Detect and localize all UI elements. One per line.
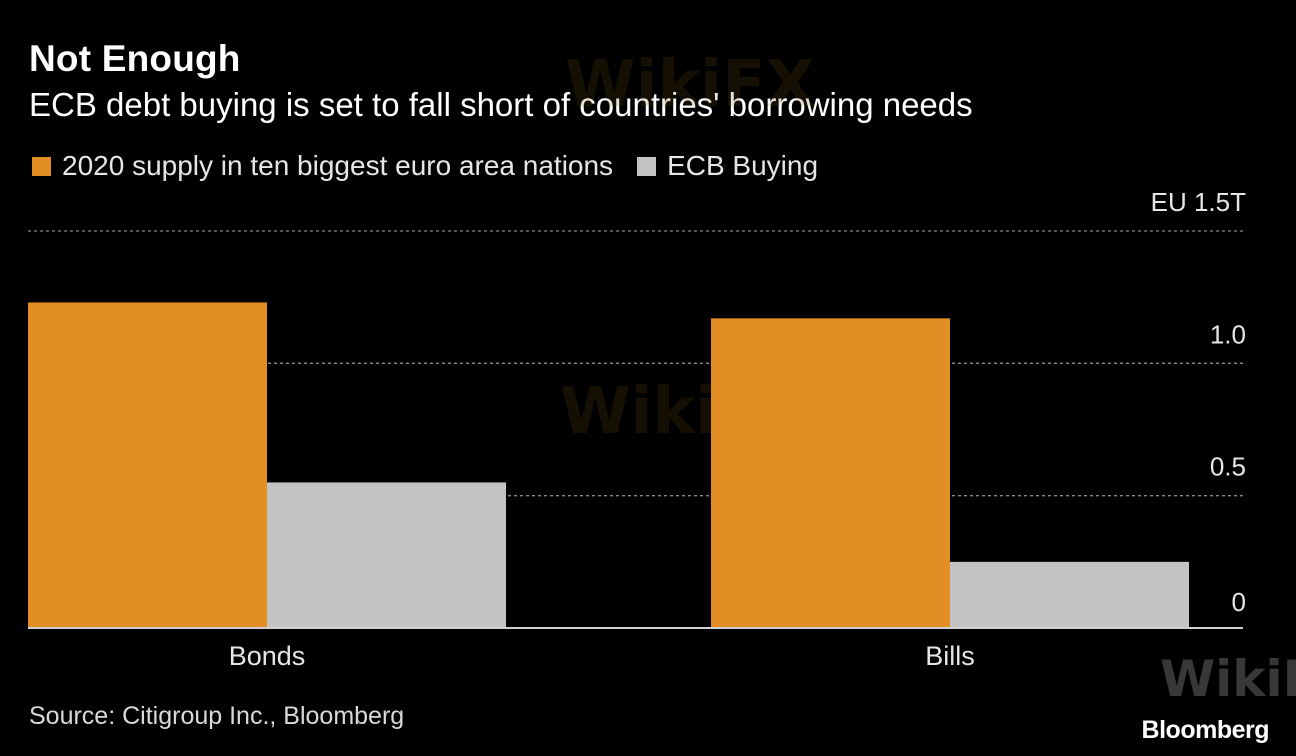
legend-item-supply: 2020 supply in ten biggest euro area nat… <box>32 150 613 182</box>
bar-ecb-bills <box>950 561 1189 628</box>
bar-supply-bonds <box>28 302 267 628</box>
legend-label-ecb: ECB Buying <box>667 150 819 181</box>
legend-swatch-ecb <box>637 156 657 176</box>
chart-subtitle: ECB debt buying is set to fall short of … <box>29 86 973 123</box>
legend-swatch-supply <box>32 156 51 176</box>
x-tick-label: Bonds <box>229 641 306 671</box>
y-tick-label: 1.0 <box>1210 319 1246 349</box>
x-tick-label: Bills <box>925 641 975 671</box>
y-tick-label: 0.5 <box>1210 452 1246 482</box>
legend-item-ecb: ECB Buying <box>637 150 818 182</box>
y-tick-label: EU 1.5T <box>1151 187 1246 217</box>
legend: 2020 supply in ten biggest euro area nat… <box>32 150 842 182</box>
chart-title: Not Enough <box>29 38 241 79</box>
bar-supply-bills <box>711 318 950 628</box>
y-tick-label: 0 <box>1232 587 1246 617</box>
source-note: Source: Citigroup Inc., Bloomberg <box>29 702 405 730</box>
bar-ecb-bonds <box>267 482 506 628</box>
legend-label-supply: 2020 supply in ten biggest euro area nat… <box>62 150 614 181</box>
bloomberg-logo: Bloomberg <box>1141 716 1270 744</box>
